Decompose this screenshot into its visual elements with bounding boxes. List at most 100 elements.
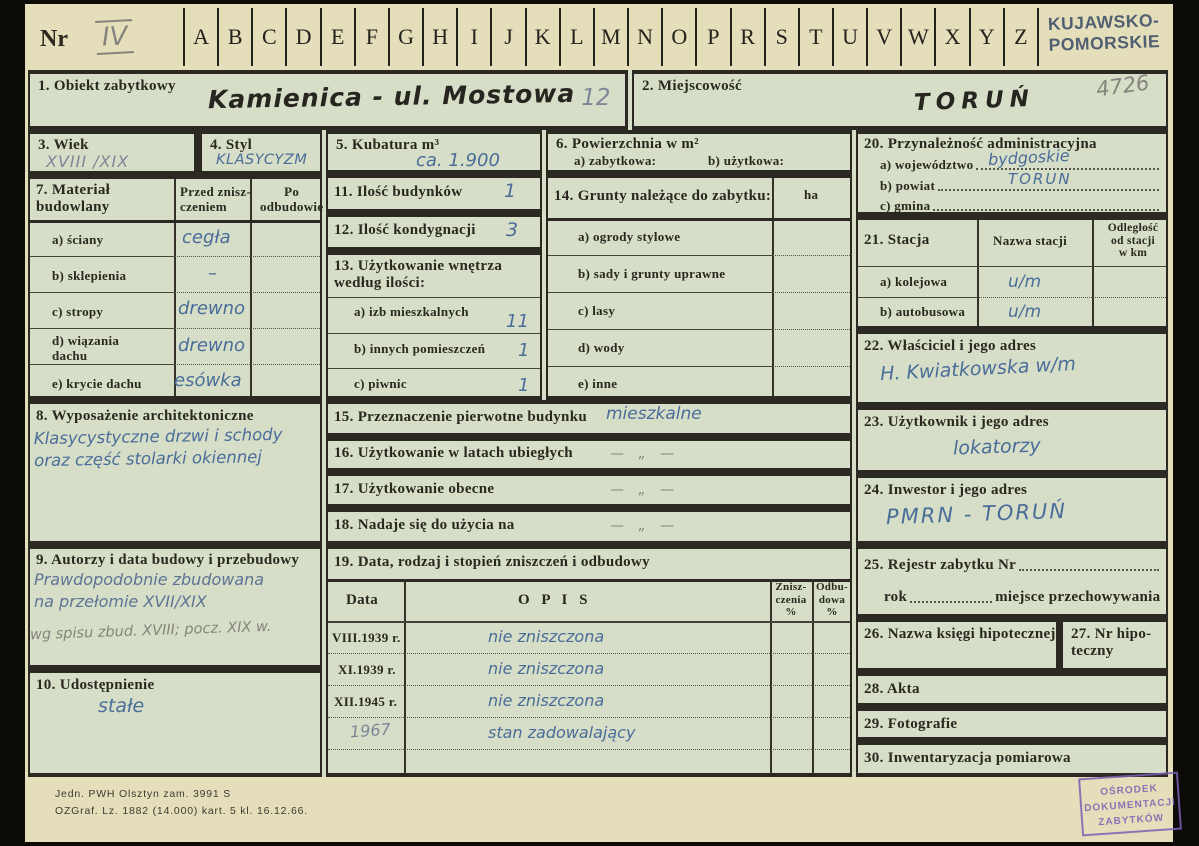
letter-tab: K: [524, 8, 559, 66]
row-line: [30, 256, 174, 257]
ditto-mark: — „ —: [610, 518, 680, 534]
material-before-value: drewno: [178, 298, 246, 319]
section-6-label: 6. Powierzchnia w m²: [556, 136, 699, 152]
kolejowa-label: a) kolejowa: [880, 274, 948, 289]
izb-mieszkalnych-value: 11: [506, 311, 529, 332]
izb-mieszkalnych-label: a) izb mieszkalnych: [354, 304, 469, 319]
section-22-wlasciciel: 22. Właściciel i jego adres H. Kwiatkows…: [856, 330, 1168, 406]
section-9-label: 9. Autorzy i data budowy i przebudowy: [36, 552, 300, 568]
powierzchnia-zabytkowa-label: a) zabytkowa:: [574, 153, 657, 168]
dotted-line: [933, 197, 1159, 211]
row-line: [328, 333, 540, 334]
autobusowa-label: b) autobusowa: [880, 304, 966, 319]
damage-row-date: XII.1945 r.: [334, 694, 398, 709]
letter-tab: M: [592, 8, 627, 66]
piwnic-label: c) piwnic: [354, 376, 407, 391]
piwnic-value: 1: [518, 375, 530, 396]
ditto-mark: — „ —: [610, 482, 680, 498]
section-21-label: 21. Stacja: [864, 232, 930, 248]
kolejowa-value: u/m: [1008, 272, 1042, 292]
letter-tab: N: [627, 8, 661, 66]
section-29-fotografie: 29. Fotografie: [856, 707, 1168, 741]
nr-label: Nr: [40, 26, 68, 52]
autobusowa-value: u/m: [1008, 302, 1042, 322]
section-12-ilosc-kondygnacji: 12. Ilość kondygnacji 3: [326, 213, 542, 251]
letter-tab: E: [319, 8, 354, 66]
wyposazenie-handwritten: Klasycystyczne drzwi i schody oraz część…: [33, 424, 283, 471]
column-divider: [772, 178, 774, 396]
letter-tab: L: [558, 8, 593, 66]
column-divider: [977, 220, 979, 326]
rejestr-row: 25. Rejestr zabytku Nr: [864, 557, 1162, 574]
section-16-uzytkowanie-ubiegle: 16. Użytkowanie w latach ubiegłych — „ —: [326, 437, 852, 472]
letter-tab: B: [217, 8, 251, 66]
row-line-dotted: [772, 329, 850, 330]
row-line-dotted: [174, 328, 320, 329]
section-8-wyposazenie: 8. Wyposażenie architektoniczne Klasycys…: [28, 400, 322, 545]
material-row-label: d) wiązania dachu: [52, 333, 120, 363]
form-background: [28, 70, 1168, 777]
alphabet-index-row: A B C D E F G H I J K L M N O P R S T U …: [183, 8, 1039, 66]
section-25-rejestr: 25. Rejestr zabytku Nr rok miejsce przech…: [856, 545, 1168, 618]
imprint-line2: OZGraf. Lz. 1882 (14.000) kart. 5 kl. 16…: [55, 804, 308, 817]
damage-row-opis: nie zniszczona: [488, 627, 605, 646]
powierzchnia-uzytkowa-label: b) użytkowa:: [708, 153, 785, 168]
rok-row: rok miejsce przechowywania: [884, 589, 1162, 606]
letter-tab: T: [797, 8, 832, 66]
letter-tab: A: [183, 8, 217, 66]
material-row-label: a) ściany: [52, 232, 104, 247]
section-30-inwentaryzacja: 30. Inwentaryzacja pomiarowa: [856, 741, 1168, 777]
row-line: [858, 297, 977, 298]
section-30-label: 30. Inwentaryzacja pomiarowa: [864, 750, 1071, 766]
section-1-obiekt-zabytkowy: 1. Obiekt zabytkowy Kamienica - ul. Most…: [28, 70, 628, 130]
section-1-label: 1. Obiekt zabytkowy: [38, 78, 176, 94]
wlasciciel-handwritten: H. Kwiatkowska w/m: [879, 352, 1077, 386]
damage-row-opis: nie zniszczona: [488, 659, 605, 678]
udostepnienie-value: stałe: [98, 695, 145, 717]
powiat-handwritten: TORUN: [1008, 170, 1072, 188]
miejsce-label: miejsce przechowywania: [995, 589, 1161, 605]
damage-row-date: XI.1939 r.: [338, 662, 396, 677]
styl-handwritten: KLASYCYZM: [216, 152, 308, 168]
letter-tab: W: [900, 8, 934, 66]
col-odbudowa-label: Odbu- dowa %: [815, 581, 849, 619]
letter-tab: I: [456, 8, 490, 66]
autorzy-pen-handwritten: Prawdopodobnie zbudowana na przełomie XV…: [34, 570, 265, 612]
section-22-label: 22. Właściciel i jego adres: [864, 338, 1037, 354]
section-20-przynaleznosc: 20. Przynależność administracyjna a) woj…: [856, 130, 1168, 216]
section-15-przeznaczenie: 15. Przeznaczenie pierwotne budynku mies…: [326, 400, 852, 437]
section-2-miejscowosc: 2. Miejscowość TORUŃ 4726: [632, 70, 1168, 130]
powiat-row: b) powiat: [880, 177, 1162, 194]
grunty-row-label: d) wody: [578, 340, 625, 355]
section-24-label: 24. Inwestor i jego adres: [864, 482, 1028, 498]
letter-tab: J: [490, 8, 524, 66]
section-27-nr-hipoteczny: 27. Nr hipo- teczny: [1061, 618, 1168, 672]
col-przed-zniszczeniem: Przed znisz- czeniem: [180, 184, 252, 214]
inwestor-handwritten: PMRN - TORUŃ: [885, 498, 1068, 530]
damage-row-opis: nie zniszczona: [488, 691, 605, 710]
column-divider: [404, 579, 406, 773]
header-divider: [858, 266, 1166, 267]
wojewodztwo-row: a) województwo: [880, 156, 1162, 173]
grunty-row-label: c) lasy: [578, 303, 616, 318]
section-28-akta: 28. Akta: [856, 672, 1168, 707]
section-5-kubatura: 5. Kubatura m³ ca. 1.900: [326, 130, 542, 174]
header-divider: [548, 218, 850, 221]
nr-handwritten-value: IV: [95, 19, 135, 55]
dotted-line: [1019, 557, 1159, 572]
row-line-dotted: [772, 366, 850, 367]
row-line: [548, 255, 772, 256]
section-29-label: 29. Fotografie: [864, 716, 958, 732]
section-17-label: 17. Użytkowanie obecne: [334, 481, 495, 497]
letter-tab: X: [934, 8, 968, 66]
damage-row-opis: stan zadowalający: [488, 723, 636, 742]
section-3-label: 3. Wiek: [38, 137, 89, 153]
dotted-line: [910, 589, 993, 604]
gmina-label: c) gmina: [880, 198, 931, 214]
section-5-label: 5. Kubatura m³: [336, 137, 440, 153]
object-name-handwritten: Kamienica - ul. Mostowa: [207, 78, 576, 115]
section-24-inwestor: 24. Inwestor i jego adres PMRN - TORUŃ: [856, 474, 1168, 545]
row-line: [30, 292, 174, 293]
grunty-row-label: b) sady i grunty uprawne: [578, 266, 726, 281]
grunty-row-label: a) ogrody stylowe: [578, 229, 681, 244]
